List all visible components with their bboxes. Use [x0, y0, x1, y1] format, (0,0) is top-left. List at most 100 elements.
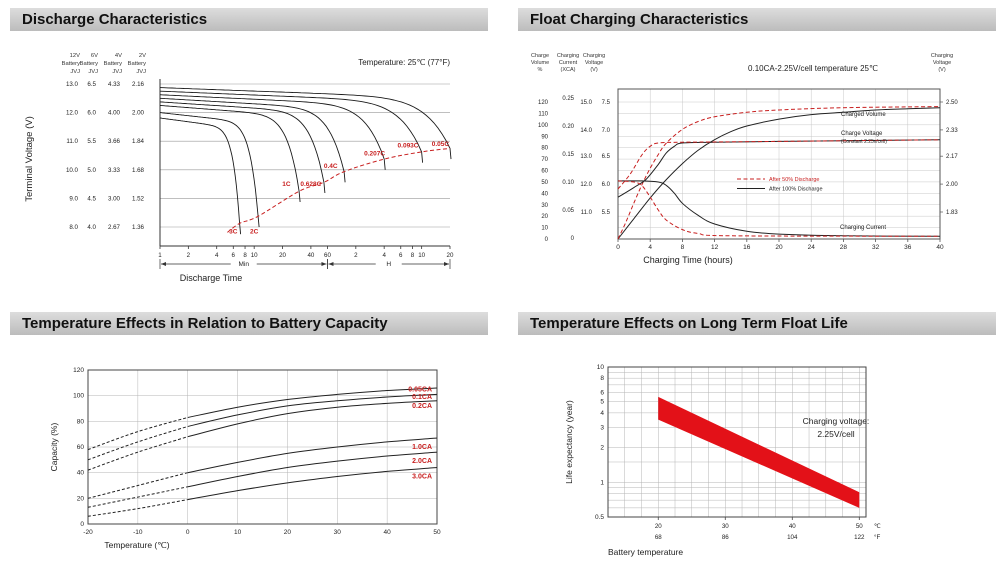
svg-text:10: 10: [251, 252, 258, 259]
svg-text:12.0: 12.0: [580, 182, 592, 188]
svg-text:20: 20: [541, 214, 548, 220]
svg-text:5: 5: [600, 399, 604, 406]
svg-text:%: %: [538, 67, 543, 73]
svg-text:2: 2: [600, 445, 604, 452]
svg-text:Battery: Battery: [104, 61, 122, 67]
svg-text:11.0: 11.0: [66, 138, 78, 145]
svg-text:0: 0: [545, 237, 549, 243]
svg-text:℃: ℃: [874, 523, 881, 530]
svg-text:2: 2: [354, 252, 358, 259]
svg-text:0.20: 0.20: [562, 124, 574, 130]
discharge-plot-group: 12VBatteryJVJ13.012.011.010.09.08.06VBat…: [24, 53, 454, 283]
svg-text:2.00: 2.00: [946, 182, 958, 188]
svg-text:Charging Time (hours): Charging Time (hours): [643, 255, 733, 265]
svg-text:0.05CA: 0.05CA: [408, 386, 432, 393]
svg-text:8: 8: [411, 252, 415, 259]
svg-text:0.2CA: 0.2CA: [412, 403, 432, 410]
svg-text:20: 20: [77, 495, 85, 502]
svg-text:60: 60: [324, 252, 331, 259]
panel-float-life: Temperature Effects on Long Term Float L…: [518, 312, 996, 561]
svg-text:Volume: Volume: [531, 60, 549, 66]
svg-text:1.36: 1.36: [132, 224, 145, 231]
svg-text:4: 4: [382, 252, 386, 259]
float-charging-chart: ChargeVolume%ChargingCurrent(XCA)Chargin…: [531, 53, 959, 265]
svg-text:4V: 4V: [115, 53, 122, 59]
svg-text:50: 50: [541, 180, 548, 186]
svg-text:Capacity (%): Capacity (%): [49, 423, 59, 472]
svg-text:2.67: 2.67: [108, 224, 121, 231]
svg-text:-20: -20: [83, 529, 93, 536]
svg-text:24: 24: [808, 244, 816, 251]
svg-text:5.5: 5.5: [87, 138, 96, 145]
svg-text:0.4C: 0.4C: [324, 163, 338, 170]
temperature-capacity-plot-group: -20 -10 0 10 20 30 40 500204060801001200.05CA0.…: [49, 367, 441, 550]
svg-text:0.10: 0.10: [562, 180, 574, 186]
svg-text:20: 20: [655, 523, 662, 530]
svg-text:30: 30: [334, 529, 342, 536]
svg-text:20: 20: [775, 244, 783, 251]
svg-text:Charging: Charging: [931, 53, 953, 59]
svg-text:(Constant 2.25v/cell): (Constant 2.25v/cell): [841, 139, 887, 145]
svg-text:2.33: 2.33: [946, 128, 958, 134]
svg-text:12: 12: [711, 244, 719, 251]
svg-text:9.0: 9.0: [69, 195, 78, 202]
svg-text:JVJ: JVJ: [112, 69, 122, 75]
svg-text:Charge Voltage: Charge Voltage: [841, 131, 883, 137]
svg-text:2V: 2V: [139, 53, 146, 59]
svg-text:70: 70: [541, 157, 548, 163]
svg-text:0.05C: 0.05C: [432, 141, 450, 148]
svg-text:Current: Current: [559, 60, 578, 66]
svg-text:1.0CA: 1.0CA: [412, 444, 432, 451]
svg-text:0: 0: [571, 236, 575, 242]
svg-text:10: 10: [541, 226, 548, 232]
svg-text:Charging voltage:: Charging voltage:: [803, 416, 870, 426]
svg-text:0.15: 0.15: [562, 152, 574, 158]
svg-text:32: 32: [872, 244, 880, 251]
svg-text:2.25V/cell: 2.25V/cell: [817, 429, 854, 439]
panel-discharge-characteristics: Discharge Characteristics 12V Battery JVJ 1…: [10, 8, 488, 299]
svg-text:7.5: 7.5: [602, 100, 611, 106]
svg-text:0.1CA: 0.1CA: [412, 394, 432, 401]
svg-text:100: 100: [73, 393, 84, 400]
svg-text:1: 1: [600, 479, 604, 486]
temperature-capacity-section-header-bar: Temperature Effects in Relation to Batte…: [10, 312, 488, 335]
svg-text:40: 40: [384, 529, 392, 536]
svg-text:1.83: 1.83: [946, 210, 958, 216]
svg-text:Charging: Charging: [583, 53, 605, 59]
svg-text:°F: °F: [874, 534, 880, 541]
svg-text:Charge: Charge: [531, 53, 549, 59]
svg-text:6.5: 6.5: [602, 154, 611, 160]
svg-text:90: 90: [541, 134, 548, 140]
svg-text:7.0: 7.0: [602, 128, 611, 134]
svg-text:2.00: 2.00: [132, 110, 145, 117]
svg-text:30: 30: [541, 203, 548, 209]
svg-text:0.628C: 0.628C: [300, 181, 321, 188]
svg-text:0.5: 0.5: [595, 514, 604, 521]
svg-text:40: 40: [77, 470, 85, 477]
svg-text:Charging: Charging: [557, 53, 579, 59]
float-life-chart: Charging voltage:2.25V/cell1086543210.52…: [564, 364, 881, 557]
svg-text:120: 120: [538, 100, 549, 106]
svg-text:5.5: 5.5: [602, 210, 611, 216]
svg-text:Temperature (℃): Temperature (℃): [104, 540, 169, 550]
svg-text:40: 40: [789, 523, 796, 530]
svg-text:80: 80: [541, 146, 548, 152]
svg-text:0.25: 0.25: [562, 96, 574, 102]
svg-text:(V): (V): [590, 67, 598, 73]
svg-text:0.093C: 0.093C: [398, 143, 419, 150]
svg-text:Battery: Battery: [128, 61, 146, 67]
svg-text:0: 0: [616, 244, 620, 251]
svg-text:20: 20: [284, 529, 292, 536]
temperature-capacity-chart: -20 -10 0 10 20 30 40 500204060801001200.05CA0.…: [49, 367, 441, 550]
svg-text:50: 50: [433, 529, 441, 536]
float-charging-section-header-bar: Float Charging Characteristics: [518, 8, 996, 31]
svg-text:After 100% Discharge: After 100% Discharge: [769, 187, 823, 193]
svg-text:120: 120: [73, 367, 84, 374]
svg-text:2.17: 2.17: [946, 154, 958, 160]
svg-text:JVJ: JVJ: [88, 69, 98, 75]
svg-text:Discharge Time: Discharge Time: [180, 273, 243, 283]
svg-text:104: 104: [787, 534, 798, 541]
panel-float-charging: Float Charging Characteristics Charge Vol…: [518, 8, 996, 277]
svg-text:0: 0: [80, 521, 84, 528]
